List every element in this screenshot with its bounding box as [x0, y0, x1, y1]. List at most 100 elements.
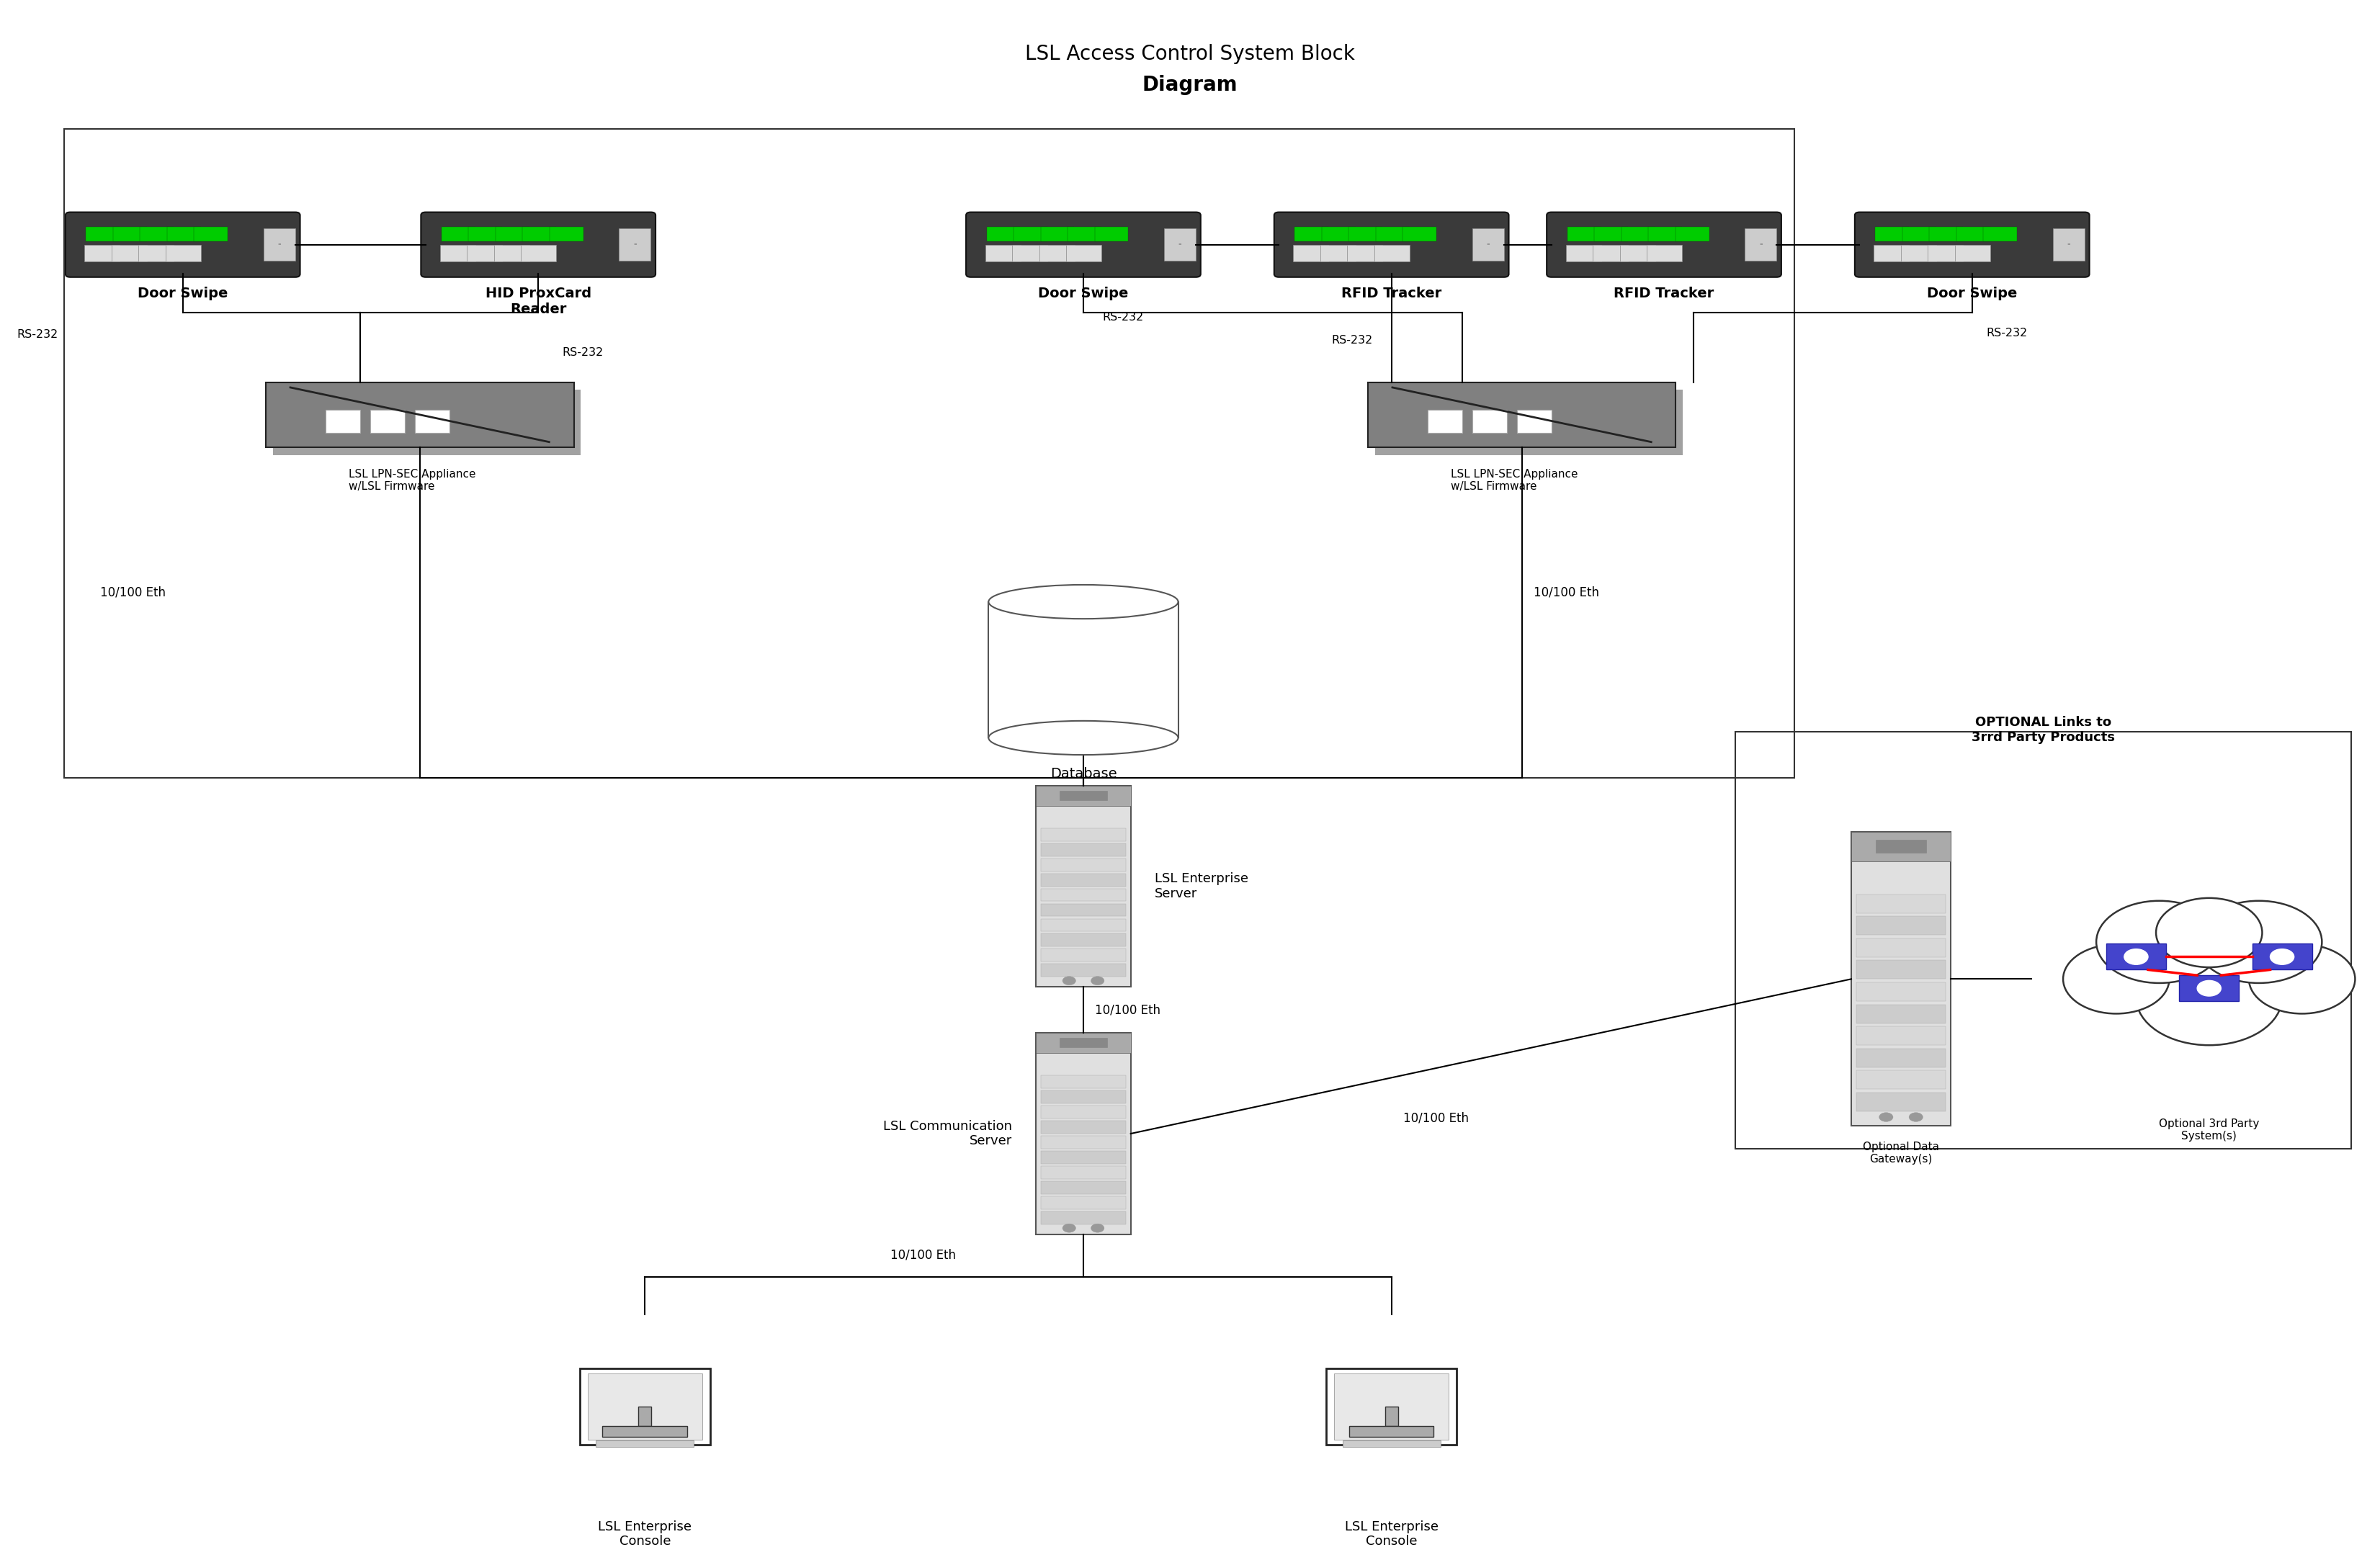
FancyBboxPatch shape	[1402, 226, 1438, 242]
FancyBboxPatch shape	[619, 228, 650, 261]
FancyBboxPatch shape	[1647, 245, 1683, 262]
FancyBboxPatch shape	[267, 382, 574, 448]
FancyBboxPatch shape	[1059, 1037, 1107, 1047]
FancyBboxPatch shape	[421, 212, 655, 278]
FancyBboxPatch shape	[440, 245, 476, 262]
FancyBboxPatch shape	[1040, 226, 1073, 242]
Text: 10/100 Eth: 10/100 Eth	[1404, 1112, 1468, 1125]
Text: LSL Access Control System Block: LSL Access Control System Block	[1026, 44, 1354, 64]
Text: LSL Enterprise
Console: LSL Enterprise Console	[597, 1519, 693, 1548]
FancyBboxPatch shape	[1069, 226, 1102, 242]
Text: Door Swipe: Door Swipe	[1038, 287, 1128, 300]
FancyBboxPatch shape	[1040, 1075, 1126, 1089]
FancyBboxPatch shape	[1035, 1033, 1130, 1053]
FancyBboxPatch shape	[264, 228, 295, 261]
FancyBboxPatch shape	[1852, 831, 1952, 1126]
FancyBboxPatch shape	[274, 390, 581, 456]
FancyBboxPatch shape	[2251, 944, 2311, 970]
Text: RS-232: RS-232	[1987, 328, 2028, 339]
FancyBboxPatch shape	[1040, 1136, 1126, 1148]
FancyBboxPatch shape	[1902, 245, 1937, 262]
FancyBboxPatch shape	[1035, 786, 1130, 987]
FancyBboxPatch shape	[602, 1426, 688, 1437]
FancyBboxPatch shape	[1273, 212, 1509, 278]
FancyBboxPatch shape	[86, 226, 119, 242]
FancyBboxPatch shape	[1035, 1033, 1130, 1234]
Text: RFID Tracker: RFID Tracker	[1342, 287, 1442, 300]
FancyBboxPatch shape	[1342, 1441, 1440, 1448]
FancyBboxPatch shape	[1473, 228, 1504, 261]
Circle shape	[2097, 900, 2223, 983]
FancyBboxPatch shape	[1930, 226, 1964, 242]
Circle shape	[2137, 950, 2282, 1045]
FancyBboxPatch shape	[1473, 410, 1507, 432]
FancyBboxPatch shape	[1347, 245, 1383, 262]
FancyBboxPatch shape	[1745, 228, 1775, 261]
Circle shape	[2271, 948, 2294, 964]
FancyBboxPatch shape	[414, 410, 450, 432]
FancyBboxPatch shape	[1040, 948, 1126, 961]
FancyBboxPatch shape	[1040, 934, 1126, 947]
FancyBboxPatch shape	[1292, 245, 1328, 262]
FancyBboxPatch shape	[1040, 245, 1073, 262]
FancyBboxPatch shape	[1295, 226, 1328, 242]
Text: 10/100 Eth: 10/100 Eth	[1533, 587, 1599, 599]
FancyBboxPatch shape	[1040, 964, 1126, 977]
FancyBboxPatch shape	[1321, 245, 1357, 262]
FancyBboxPatch shape	[495, 245, 528, 262]
FancyBboxPatch shape	[1566, 226, 1602, 242]
FancyBboxPatch shape	[112, 226, 148, 242]
Ellipse shape	[988, 721, 1178, 755]
FancyBboxPatch shape	[1621, 245, 1654, 262]
FancyBboxPatch shape	[638, 1407, 652, 1426]
Circle shape	[2063, 944, 2168, 1014]
FancyBboxPatch shape	[138, 245, 174, 262]
FancyBboxPatch shape	[1321, 226, 1357, 242]
FancyBboxPatch shape	[1040, 1090, 1126, 1103]
Text: Optional Data
Gateway(s): Optional Data Gateway(s)	[1864, 1142, 1940, 1165]
Circle shape	[2125, 948, 2149, 964]
Text: 10/100 Eth: 10/100 Eth	[890, 1248, 957, 1260]
FancyBboxPatch shape	[1035, 786, 1130, 807]
Text: =: =	[1759, 243, 1761, 246]
FancyBboxPatch shape	[1856, 938, 1947, 956]
FancyBboxPatch shape	[1856, 1026, 1947, 1045]
FancyBboxPatch shape	[1592, 245, 1628, 262]
FancyBboxPatch shape	[1649, 226, 1683, 242]
Text: RS-232: RS-232	[1102, 312, 1142, 323]
Text: LSL Enterprise
Server: LSL Enterprise Server	[1154, 872, 1247, 900]
Text: =: =	[278, 243, 281, 246]
Text: LSL LPN-SEC Appliance
w/LSL Firmware: LSL LPN-SEC Appliance w/LSL Firmware	[1452, 470, 1578, 491]
FancyBboxPatch shape	[588, 1373, 702, 1440]
FancyBboxPatch shape	[1040, 1211, 1126, 1225]
Circle shape	[2197, 981, 2221, 997]
FancyBboxPatch shape	[1928, 245, 1963, 262]
Circle shape	[1090, 1223, 1104, 1232]
FancyBboxPatch shape	[1040, 919, 1126, 931]
Circle shape	[2156, 899, 2261, 967]
FancyBboxPatch shape	[1428, 410, 1461, 432]
FancyBboxPatch shape	[550, 226, 583, 242]
FancyBboxPatch shape	[1856, 983, 1947, 1002]
FancyBboxPatch shape	[495, 226, 528, 242]
Text: LSL LPN-SEC Appliance
w/LSL Firmware: LSL LPN-SEC Appliance w/LSL Firmware	[347, 470, 476, 491]
Ellipse shape	[988, 585, 1178, 619]
FancyBboxPatch shape	[167, 226, 200, 242]
FancyBboxPatch shape	[1621, 226, 1654, 242]
Text: =: =	[1178, 243, 1183, 246]
Text: Door Swipe: Door Swipe	[138, 287, 228, 300]
FancyBboxPatch shape	[112, 245, 148, 262]
Text: RFID Tracker: RFID Tracker	[1614, 287, 1714, 300]
FancyBboxPatch shape	[167, 245, 200, 262]
Text: =: =	[2068, 243, 2071, 246]
FancyBboxPatch shape	[1040, 1106, 1126, 1119]
Text: HID ProxCard
Reader: HID ProxCard Reader	[486, 287, 590, 317]
Text: =: =	[633, 243, 635, 246]
FancyBboxPatch shape	[1516, 410, 1552, 432]
FancyBboxPatch shape	[1856, 961, 1947, 980]
FancyBboxPatch shape	[1547, 212, 1780, 278]
FancyBboxPatch shape	[1335, 1373, 1449, 1440]
FancyBboxPatch shape	[1856, 1048, 1947, 1067]
Text: Diagram: Diagram	[1142, 75, 1238, 95]
Text: 10/100 Eth: 10/100 Eth	[1095, 1003, 1161, 1017]
